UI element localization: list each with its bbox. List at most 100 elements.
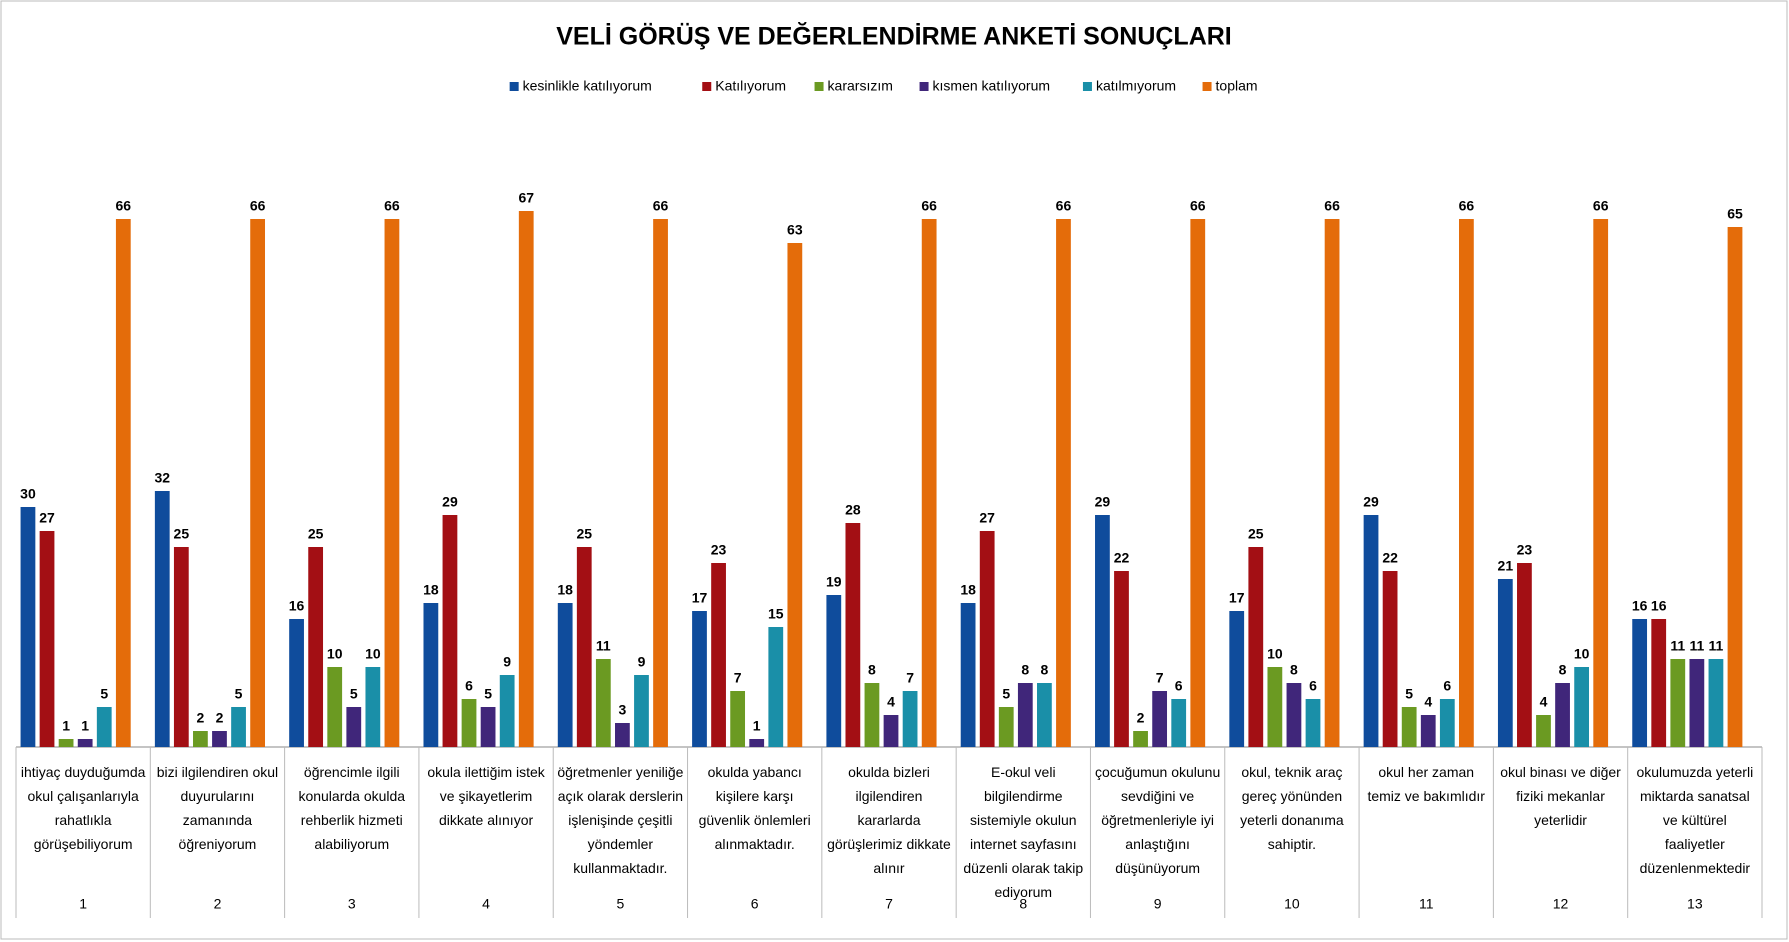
data-label: 4 [887,694,895,710]
data-label: 21 [1498,558,1514,574]
x-tick-label: 2 [214,896,222,912]
data-label: 27 [39,510,55,526]
bar [845,523,861,747]
bar [231,707,246,747]
x-tick-label: 4 [482,896,490,912]
bar [327,667,343,747]
x-tick-label: 13 [1687,896,1703,912]
data-label: 9 [503,654,511,670]
bar [39,531,55,747]
bar [1017,683,1033,747]
bar [1670,659,1686,747]
bar [787,243,803,747]
data-label: 66 [1593,198,1609,214]
bar [1267,667,1283,747]
data-label: 11 [596,638,611,654]
bar [692,611,707,747]
bar [1286,683,1302,747]
data-label: 16 [1651,598,1667,614]
bar [595,659,611,747]
legend-swatch [702,82,712,91]
data-label: 10 [1574,646,1590,662]
data-label: 2 [1137,710,1145,726]
legend-label: toplam [1216,78,1258,94]
bar [1133,731,1148,747]
bar [1632,619,1648,747]
bar [1439,699,1455,747]
data-label: 9 [638,654,646,670]
data-label: 1 [62,718,70,734]
legend-label: katılmıyorum [1096,78,1176,94]
data-label: 8 [1559,662,1567,678]
bar [749,739,765,747]
legend-swatch [509,82,519,91]
bar [289,619,304,747]
bar [1305,699,1321,747]
data-label: 5 [100,686,108,702]
bar [1459,219,1474,747]
bar [1382,571,1398,747]
data-label: 29 [1363,494,1379,510]
bar [1689,659,1705,747]
data-label: 23 [1517,542,1533,558]
bar [1037,683,1052,747]
category-text: ihtiyaç duyduğumda okul çalışanlarıyla r… [20,764,146,852]
bar [250,219,266,747]
category-text: çocuğumun okulunu sevdiğini ve öğretmenl… [1094,764,1221,876]
bar [1095,515,1110,747]
data-label: 18 [960,582,976,598]
data-label: 66 [1190,198,1206,214]
bar [1536,715,1551,747]
legend-label: Katılıyorum [715,78,786,94]
category-text: okula ilettiğim istek ve şikayetlerim di… [427,764,545,828]
data-label: 8 [1290,662,1298,678]
x-tick-label: 6 [751,896,759,912]
bar [1497,579,1513,747]
bar [576,547,592,747]
bar [921,219,937,747]
data-label: 28 [845,502,861,518]
x-tick-label: 3 [348,896,356,912]
data-label: 5 [235,686,243,702]
category-text: okul binası ve diğer fiziki mekanlar yet… [1500,764,1621,828]
data-label: 25 [576,526,592,542]
legend-swatch [1082,82,1092,91]
bar [1401,707,1417,747]
data-label: 22 [1114,550,1130,566]
bar [557,603,573,747]
data-label: 17 [1229,590,1245,606]
bar [768,627,784,747]
data-label: 15 [768,606,784,622]
data-label: 19 [826,574,842,590]
bar [365,667,381,747]
data-label: 7 [1156,670,1164,686]
x-tick-label: 12 [1553,896,1569,912]
category-text: E-okul veli bilgilendirme sistemiyle oku… [963,764,1084,900]
bar [883,715,899,747]
data-label: 1 [753,718,761,734]
bar [1517,563,1532,747]
data-label: 5 [1405,686,1413,702]
data-label: 32 [154,470,170,486]
bar [979,531,995,747]
bar [1056,219,1071,747]
bar [1324,219,1340,747]
data-label: 66 [1324,198,1340,214]
category-text: öğrencimle ilgili konularda okulda rehbe… [298,764,406,852]
data-label: 27 [979,510,995,526]
data-label: 16 [289,598,305,614]
data-label: 66 [1056,198,1072,214]
data-label: 5 [484,686,492,702]
bar [518,211,534,747]
data-label: 25 [308,526,324,542]
legend-swatch [919,82,929,91]
data-label: 4 [1540,694,1548,710]
x-tick-label: 10 [1284,896,1300,912]
data-label: 66 [1459,198,1475,214]
bar [1171,699,1187,747]
bar [115,219,131,747]
data-label: 4 [1424,694,1432,710]
bar [154,491,170,747]
data-label: 63 [787,222,803,238]
data-label: 29 [1095,494,1111,510]
